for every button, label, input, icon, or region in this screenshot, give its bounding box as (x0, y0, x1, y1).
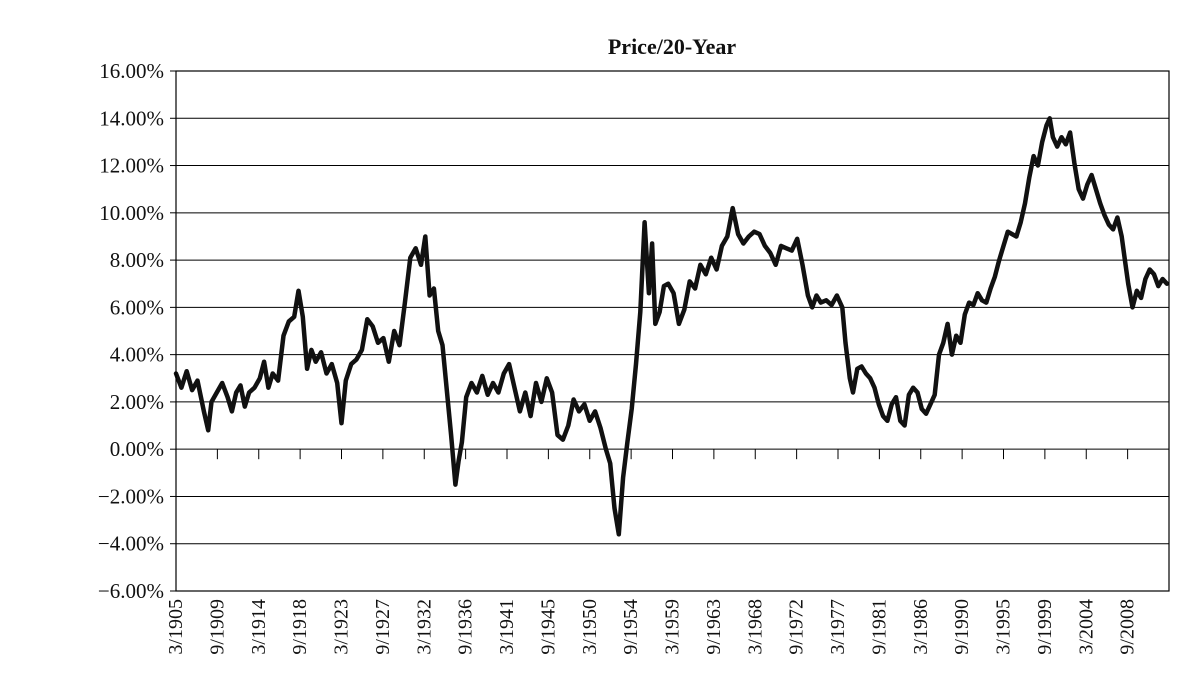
x-tick-label: 3/1968 (744, 599, 766, 655)
y-tick-label: −2.00% (98, 484, 164, 508)
x-tick-label: 9/1927 (372, 599, 394, 655)
x-tick-label: 9/1918 (289, 599, 311, 655)
x-tick-label: 9/2008 (1117, 599, 1139, 655)
series-layer (173, 116, 1170, 537)
y-tick-label: −4.00% (98, 532, 164, 556)
y-tick-label: 14.00% (99, 106, 164, 130)
y-tick-label: 0.00% (110, 437, 164, 461)
plot-frame (175, 70, 1170, 592)
y-tick-label: 2.00% (110, 390, 164, 414)
x-tick-label: 9/1945 (537, 599, 559, 655)
x-tick-label: 3/1905 (165, 599, 187, 655)
chart-title: Price/20-Year (608, 34, 736, 59)
y-tick-label: 12.00% (99, 154, 164, 178)
x-tick-label: 9/1999 (1034, 599, 1056, 655)
x-tick-label: 3/1959 (662, 599, 684, 655)
y-tick-label: 8.00% (110, 248, 164, 272)
x-tick-label: 3/1923 (331, 599, 353, 655)
x-tick-label: 9/1981 (868, 599, 890, 655)
y-tick-label: −6.00% (98, 579, 164, 603)
x-tick-label: 9/1972 (786, 599, 808, 655)
x-tick-label: 3/1941 (496, 599, 518, 655)
x-tick-label: 3/1932 (413, 599, 435, 655)
y-tick-label: 6.00% (110, 295, 164, 319)
x-tick-label: 9/1990 (951, 599, 973, 655)
x-tick-label: 3/1995 (993, 599, 1015, 655)
y-tick-label: 16.00% (99, 59, 164, 83)
x-tick-label: 9/1954 (620, 599, 642, 655)
series-line (173, 116, 1170, 537)
x-tick-label: 3/1950 (579, 599, 601, 655)
x-tick-label: 3/2004 (1075, 599, 1097, 655)
x-axis-tick-labels: 3/1905 9/1909 3/1914 9/1918 3/1923 9/1927 3/19… (165, 599, 1139, 655)
x-tick-label: 9/1936 (455, 599, 477, 655)
x-tick-label: 9/1963 (703, 599, 725, 655)
x-tick-label: 3/1977 (827, 599, 849, 655)
y-axis-tick-labels: 16.00% 14.00% 12.00% 10.00% 8.00% 6.00% 4.00% 2… (98, 59, 164, 603)
x-tick-label: 3/1914 (248, 599, 270, 655)
x-tick-label: 9/1909 (206, 599, 228, 655)
y-tick-label: 4.00% (110, 343, 164, 367)
gridlines (170, 70, 1170, 592)
y-tick-label: 10.00% (99, 201, 164, 225)
x-tick-label: 3/1986 (910, 599, 932, 655)
